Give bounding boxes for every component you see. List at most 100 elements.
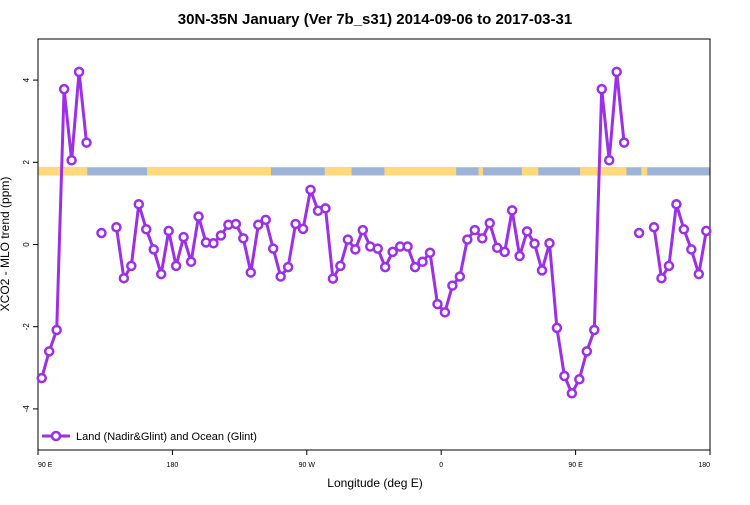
data-point — [267, 243, 279, 254]
chart-title: 30N-35N January (Ver 7b_s31) 2014-09-06 … — [178, 11, 572, 28]
data-point — [148, 244, 159, 255]
data-point — [36, 372, 47, 384]
data-point — [514, 250, 525, 262]
data-point — [170, 260, 182, 272]
data-point — [43, 346, 55, 357]
data-point — [462, 234, 473, 245]
data-point — [529, 238, 540, 249]
y-tick-label: 4 — [22, 77, 31, 82]
data-point — [111, 221, 122, 233]
data-point — [618, 137, 630, 148]
data-point — [350, 244, 361, 255]
data-point — [118, 272, 130, 284]
data-point — [282, 261, 294, 273]
data-point — [133, 198, 145, 210]
data-point — [409, 261, 421, 273]
data-point — [245, 267, 257, 278]
data-point — [656, 272, 667, 284]
data-point — [230, 218, 242, 230]
data-point — [185, 256, 197, 268]
data-point — [686, 244, 697, 255]
x-tick-label: 180 — [698, 462, 710, 469]
data-point — [499, 246, 510, 258]
data-point — [611, 66, 622, 78]
data-point — [215, 230, 227, 241]
data-point — [633, 227, 645, 239]
data-point — [454, 271, 466, 282]
x-tick-label: 180 — [167, 462, 179, 469]
data-point — [544, 238, 555, 249]
data-point — [678, 224, 690, 235]
data-point — [439, 307, 451, 318]
data-point — [141, 224, 152, 235]
data-point — [581, 346, 593, 357]
data-point — [484, 217, 495, 229]
data-point — [327, 273, 339, 284]
data-point — [693, 268, 705, 280]
data-point — [701, 225, 712, 237]
data-point — [596, 83, 607, 95]
data-point — [521, 226, 533, 237]
data-point — [96, 227, 107, 239]
x-tick-label: 90 E — [38, 462, 53, 469]
data-point — [335, 260, 346, 272]
land-band-segment — [580, 167, 627, 176]
land-band-segment — [521, 167, 539, 176]
data-point — [126, 260, 137, 272]
data-point — [603, 154, 615, 166]
data-point — [320, 203, 331, 214]
data-point — [305, 184, 316, 196]
data-point — [417, 256, 428, 268]
data-point — [432, 298, 443, 310]
data-point — [424, 247, 436, 258]
data-point — [372, 243, 383, 254]
data-point — [66, 154, 77, 166]
data-point — [469, 224, 481, 236]
y-tick-label: 0 — [22, 242, 31, 247]
data-point — [155, 268, 167, 280]
land-band-segment — [147, 167, 271, 176]
data-point — [208, 238, 219, 249]
legend-marker — [50, 430, 62, 442]
data-point — [589, 324, 600, 336]
data-point — [447, 280, 458, 291]
data-point — [536, 265, 548, 276]
legend-label: Land (Nadir&Glint) and Ocean (Glint) — [76, 431, 257, 443]
data-point — [297, 223, 309, 235]
data-point — [260, 214, 271, 226]
y-tick-label: 2 — [22, 160, 31, 165]
data-point — [81, 137, 92, 148]
y-tick-label: -4 — [22, 405, 31, 413]
y-axis-label: XCO2 - MLO trend (ppm) — [0, 177, 12, 312]
x-axis-label: Longitude (deg E) — [327, 476, 422, 490]
data-point — [477, 233, 488, 244]
data-point — [193, 211, 204, 222]
data-point — [275, 271, 286, 282]
y-tick-label: -2 — [22, 323, 31, 331]
x-tick-label: 0 — [439, 462, 443, 469]
x-tick-label: 90 W — [299, 462, 316, 469]
data-point — [671, 198, 682, 210]
data-point — [58, 83, 70, 95]
data-point — [163, 225, 174, 237]
land-band-segment — [384, 167, 457, 176]
data-point — [73, 66, 85, 78]
data-point — [648, 221, 660, 233]
data-point — [178, 231, 189, 243]
data-point — [253, 219, 264, 231]
series-line — [40, 70, 708, 395]
land-band-segment — [478, 167, 484, 176]
data-point — [566, 388, 578, 399]
data-point — [559, 370, 570, 382]
data-point — [342, 234, 354, 245]
data-point — [379, 261, 391, 273]
data-point — [357, 224, 369, 236]
data-point — [290, 218, 301, 230]
data-point — [51, 324, 62, 336]
data-point — [387, 246, 398, 258]
data-point — [491, 242, 503, 254]
x-tick-label: 90 E — [568, 462, 583, 469]
data-point — [506, 205, 518, 216]
